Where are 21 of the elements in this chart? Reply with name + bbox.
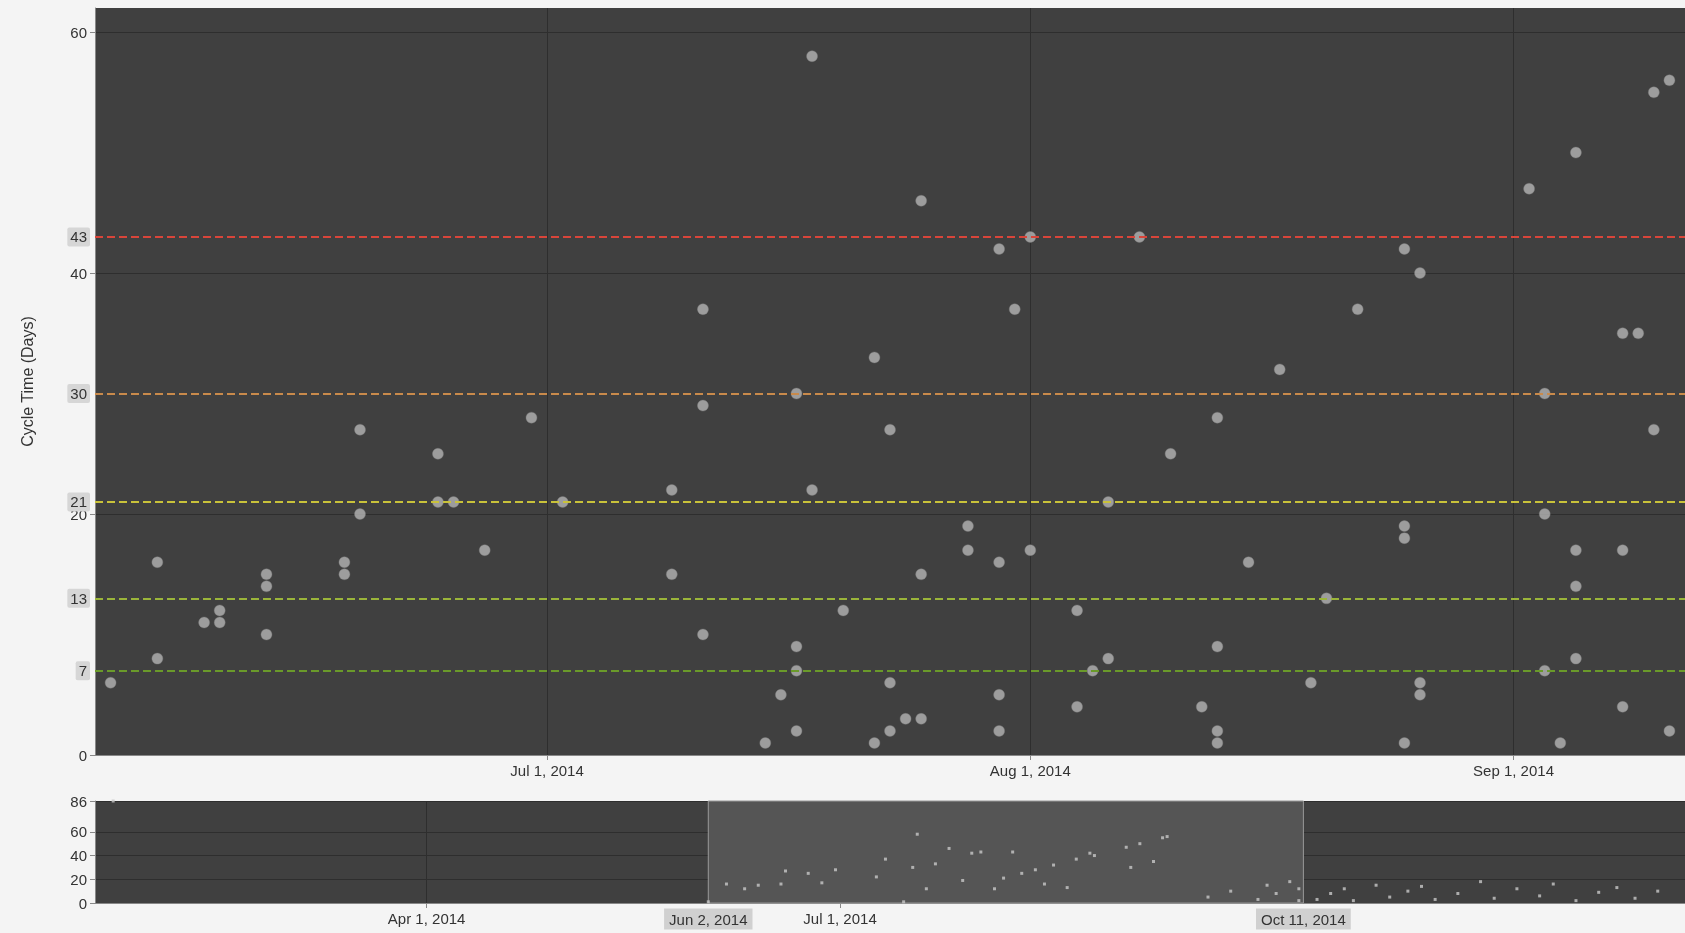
y-tick-label: 20 xyxy=(70,870,87,888)
x-tick-label: Aug 1, 2014 xyxy=(989,762,1071,779)
x-tick-label: Jul 1, 2014 xyxy=(510,762,584,779)
y-tick-label: 60 xyxy=(70,23,87,41)
y-tick-label: 60 xyxy=(70,823,87,841)
x-tick-label: Apr 1, 2014 xyxy=(387,910,466,927)
x-tick-label: Jul 1, 2014 xyxy=(803,910,877,927)
ref-line-label: 43 xyxy=(70,228,87,246)
ref-line-label: 13 xyxy=(70,589,87,607)
y-tick-label: 40 xyxy=(70,264,87,282)
ref-line-label: 30 xyxy=(70,385,87,403)
y-tick-label: 0 xyxy=(78,746,87,764)
y-tick-label: 86 xyxy=(70,792,87,810)
ref-line-label: 7 xyxy=(78,662,87,680)
text: Jun 2, 2014 xyxy=(669,910,748,928)
text: Oct 11, 2014 xyxy=(1261,910,1346,928)
x-tick-label: Sep 1, 2014 xyxy=(1473,762,1554,779)
y-tick-label: 40 xyxy=(70,847,87,865)
y-tick-label: 0 xyxy=(78,894,87,912)
ref-line-label: 21 xyxy=(70,493,87,511)
y-axis-title: Cycle Time (Days) xyxy=(18,316,36,447)
